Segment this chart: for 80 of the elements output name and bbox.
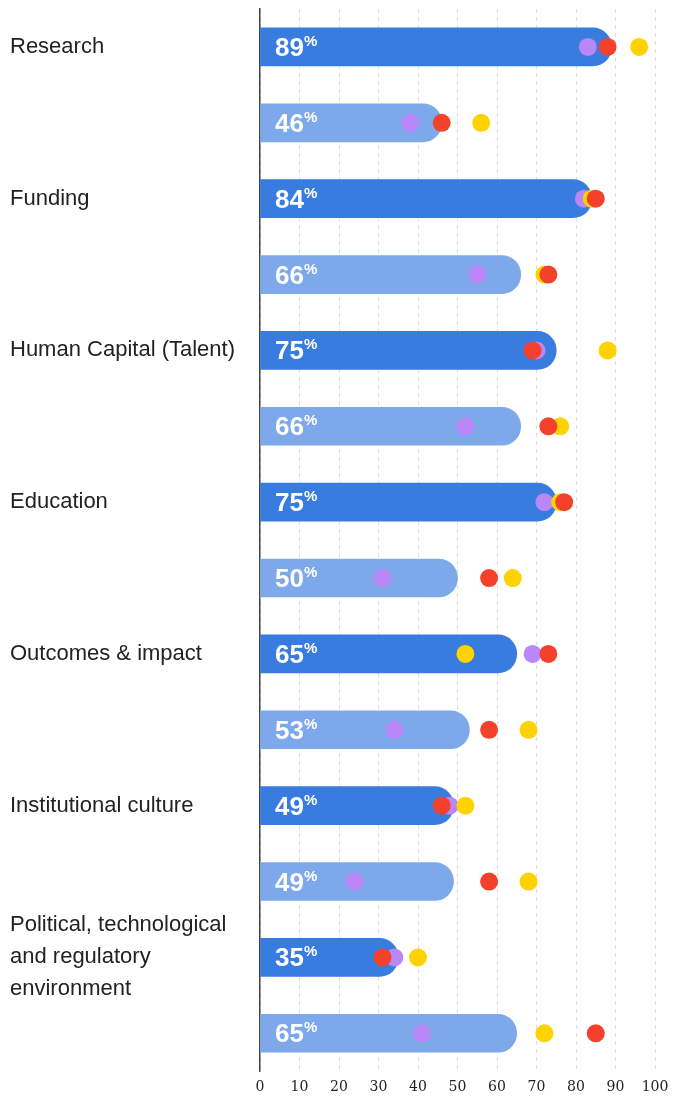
bar: [260, 862, 454, 901]
x-tick-label: 10: [290, 1078, 309, 1095]
point: [373, 948, 392, 967]
bar: [260, 406, 522, 446]
data-label: 66%: [275, 411, 318, 442]
point: [630, 37, 649, 56]
point: [539, 265, 558, 284]
bar: [260, 179, 593, 219]
point: [456, 644, 475, 663]
point: [523, 644, 542, 663]
data-label: 49%: [275, 866, 318, 897]
point: [432, 796, 451, 815]
point: [480, 720, 499, 739]
point: [468, 265, 487, 284]
point: [578, 37, 597, 56]
x-tick-label: 40: [409, 1078, 427, 1095]
bar: [260, 786, 454, 825]
bar: [260, 331, 557, 370]
point: [519, 872, 538, 891]
y-tick-label: Institutional culture: [10, 791, 194, 817]
y-tick-label: Outcomes & impact: [10, 639, 202, 665]
x-tick-label: 20: [330, 1078, 348, 1095]
bar: [260, 255, 522, 294]
point: [519, 720, 538, 739]
point: [598, 341, 617, 360]
data-label: 75%: [275, 487, 318, 518]
point: [539, 644, 558, 663]
data-label: 89%: [275, 31, 318, 62]
x-tick-label: 70: [527, 1078, 546, 1095]
point: [409, 948, 427, 967]
point: [480, 872, 499, 891]
y-tick-label: Research: [10, 33, 105, 58]
x-tick-label: 50: [448, 1078, 467, 1095]
bar: [260, 938, 399, 977]
data-label: 46%: [275, 107, 318, 138]
x-tick-label: 0: [255, 1078, 265, 1095]
data-label: 84%: [275, 183, 318, 214]
point: [456, 417, 475, 436]
point: [456, 796, 475, 815]
x-tick-label: 60: [488, 1078, 506, 1095]
point: [412, 1024, 431, 1043]
y-tick-label: Human Capital (Talent): [10, 336, 235, 362]
data-label: 35%: [275, 942, 318, 973]
point: [586, 189, 605, 208]
point: [503, 569, 522, 588]
point: [555, 493, 574, 512]
data-label: 53%: [275, 714, 318, 745]
point: [373, 569, 392, 588]
bar: [260, 558, 458, 598]
point: [432, 113, 451, 132]
point: [480, 569, 499, 588]
data-label: 49%: [275, 790, 318, 821]
point: [523, 341, 542, 360]
bar: [260, 1013, 518, 1053]
x-tick-label: 100: [641, 1078, 669, 1095]
point: [385, 720, 404, 739]
bar: [260, 27, 612, 67]
bar: [260, 710, 470, 750]
x-tick-label: 80: [567, 1078, 585, 1095]
point: [598, 37, 617, 56]
point: [472, 113, 491, 132]
point: [345, 872, 364, 891]
bar: [260, 103, 443, 143]
point: [535, 493, 554, 512]
y-tick-label: Funding: [10, 184, 90, 210]
data-label: 75%: [275, 335, 318, 366]
x-tick-label: 30: [369, 1078, 388, 1095]
y-tick-label: Political, technological and regulatory environment: [10, 911, 227, 1001]
data-label: 50%: [275, 563, 318, 594]
bar: [260, 634, 518, 674]
point: [401, 113, 420, 132]
point: [586, 1024, 605, 1043]
data-label: 65%: [275, 1018, 318, 1049]
x-tick-label: 90: [606, 1078, 625, 1095]
data-label: 66%: [275, 259, 318, 290]
bar: [260, 482, 557, 522]
y-tick-label: Education: [10, 488, 108, 514]
point: [535, 1024, 554, 1043]
point: [539, 417, 558, 436]
data-label: 65%: [275, 638, 318, 669]
